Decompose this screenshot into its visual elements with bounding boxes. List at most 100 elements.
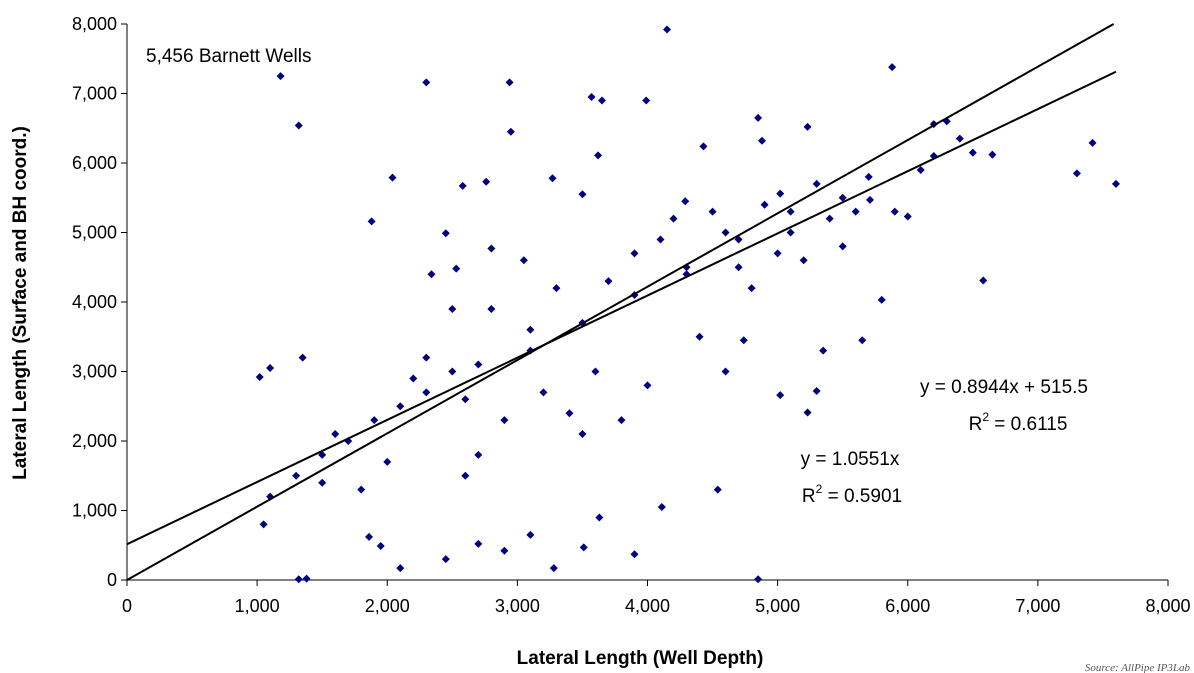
r2-superscript: 2 bbox=[982, 410, 989, 424]
x-tick-label: 3,000 bbox=[495, 596, 540, 616]
data-point bbox=[1088, 138, 1097, 147]
data-point bbox=[376, 541, 385, 550]
data-point bbox=[448, 304, 457, 313]
data-point bbox=[578, 190, 587, 199]
data-point bbox=[422, 353, 431, 362]
data-point bbox=[864, 172, 873, 181]
r2-value: = 0.5901 bbox=[822, 486, 902, 507]
data-point bbox=[979, 276, 988, 285]
plot-area: 0 1,000 2,000 3,000 4,000 5,000 6,000 7,000 8,00… bbox=[72, 14, 1191, 616]
y-tick-label: 0 bbox=[107, 570, 117, 590]
data-point bbox=[565, 409, 574, 418]
x-tick-label: 8,000 bbox=[1145, 596, 1190, 616]
data-point bbox=[1111, 179, 1120, 188]
data-point bbox=[591, 367, 600, 376]
data-point bbox=[506, 127, 515, 136]
data-point bbox=[422, 78, 431, 87]
data-point bbox=[294, 121, 303, 130]
data-point bbox=[604, 277, 613, 286]
data-point bbox=[597, 96, 606, 105]
data-point bbox=[888, 63, 897, 72]
data-point bbox=[276, 72, 285, 81]
trendline-1-r2: R2 = 0.6115 bbox=[969, 410, 1068, 435]
data-points bbox=[255, 25, 1120, 584]
x-axis-ticks: 0 1,000 2,000 3,000 4,000 5,000 6,000 7,000 8,00… bbox=[122, 580, 1191, 616]
trendline-2-r2: R2 = 0.5901 bbox=[802, 482, 902, 507]
data-point bbox=[851, 207, 860, 216]
data-point bbox=[388, 173, 397, 182]
x-tick-label: 6,000 bbox=[885, 596, 930, 616]
data-point bbox=[294, 575, 303, 584]
data-point bbox=[721, 228, 730, 237]
data-point bbox=[292, 471, 301, 480]
y-tick-label: 6,000 bbox=[72, 153, 117, 173]
y-axis-title: Lateral Length (Surface and BH coord.) bbox=[10, 126, 31, 480]
trendline-2-equation: y = 1.0551x bbox=[801, 449, 900, 470]
data-point bbox=[552, 284, 561, 293]
data-point bbox=[630, 249, 639, 258]
data-point bbox=[427, 270, 436, 279]
data-point bbox=[549, 564, 558, 573]
data-point bbox=[699, 142, 708, 151]
data-point bbox=[441, 229, 450, 238]
data-point bbox=[500, 546, 509, 555]
data-point bbox=[487, 304, 496, 313]
data-point bbox=[838, 193, 847, 202]
r2-symbol: R bbox=[969, 414, 983, 435]
data-point bbox=[734, 263, 743, 272]
data-point bbox=[548, 174, 557, 183]
data-point bbox=[259, 520, 268, 529]
data-point bbox=[799, 256, 808, 265]
x-axis-title: Lateral Length (Well Depth) bbox=[517, 648, 764, 669]
data-point bbox=[474, 450, 483, 459]
r2-symbol: R bbox=[802, 486, 816, 507]
x-tick-label: 1,000 bbox=[235, 596, 280, 616]
source-note: Source: AllPipe IP3Lab bbox=[1085, 662, 1191, 673]
data-point bbox=[539, 388, 548, 397]
data-point bbox=[519, 256, 528, 265]
data-point bbox=[474, 539, 483, 548]
data-point bbox=[422, 388, 431, 397]
data-point bbox=[760, 200, 769, 209]
r2-value: = 0.6115 bbox=[989, 414, 1067, 435]
data-point bbox=[890, 207, 899, 216]
data-point bbox=[318, 478, 327, 487]
data-point bbox=[903, 212, 912, 221]
data-point bbox=[482, 177, 491, 186]
trendline-2 bbox=[126, 23, 1115, 581]
data-point bbox=[812, 179, 821, 188]
data-point bbox=[758, 136, 767, 145]
y-tick-label: 4,000 bbox=[72, 292, 117, 312]
data-point bbox=[448, 367, 457, 376]
y-tick-label: 1,000 bbox=[72, 501, 117, 521]
data-point bbox=[331, 430, 340, 439]
data-point bbox=[803, 408, 812, 417]
data-point bbox=[819, 346, 828, 355]
data-point bbox=[595, 513, 604, 522]
data-point bbox=[594, 151, 603, 160]
data-point bbox=[669, 214, 678, 223]
data-point bbox=[643, 381, 652, 390]
data-point bbox=[776, 189, 785, 198]
trendlines bbox=[126, 23, 1117, 581]
data-point bbox=[365, 532, 374, 541]
data-point bbox=[803, 122, 812, 131]
y-tick-label: 8,000 bbox=[72, 14, 117, 34]
data-point bbox=[383, 457, 392, 466]
data-point bbox=[255, 373, 264, 382]
data-point bbox=[587, 92, 596, 101]
data-point bbox=[776, 391, 785, 400]
data-point bbox=[500, 416, 509, 425]
trendline-1 bbox=[126, 70, 1117, 546]
data-point bbox=[367, 217, 376, 226]
data-point bbox=[708, 207, 717, 216]
data-point bbox=[695, 332, 704, 341]
data-point bbox=[409, 374, 418, 383]
data-point bbox=[617, 416, 626, 425]
data-point bbox=[579, 543, 588, 552]
y-tick-label: 5,000 bbox=[72, 223, 117, 243]
data-point bbox=[526, 530, 535, 539]
data-point bbox=[441, 555, 450, 564]
data-point bbox=[721, 367, 730, 376]
data-point bbox=[302, 574, 311, 583]
